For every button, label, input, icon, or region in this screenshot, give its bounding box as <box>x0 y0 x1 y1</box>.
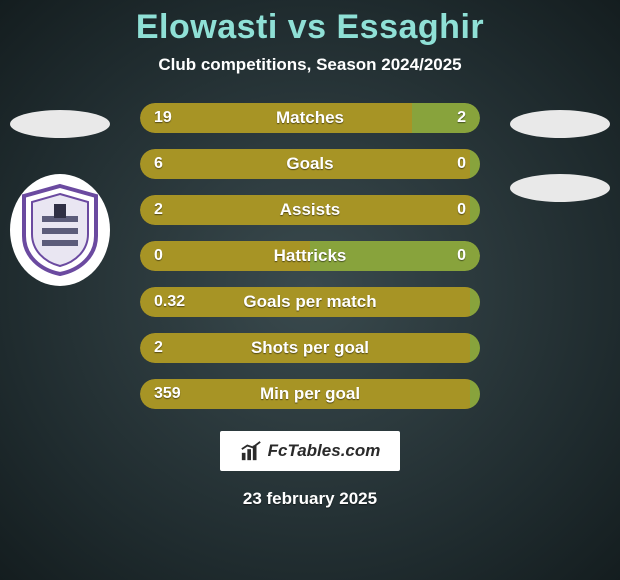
bar-row: 359Min per goal <box>140 379 480 409</box>
bar-row: 2Shots per goal <box>140 333 480 363</box>
player-ellipse-icon <box>510 174 610 202</box>
subtitle: Club competitions, Season 2024/2025 <box>0 55 620 75</box>
bar-row: 20Assists <box>140 195 480 225</box>
date-line: 23 february 2025 <box>0 489 620 509</box>
comparison-bars: 192Matches 60Goals 20Assists 00Hattricks 0.3… <box>140 103 480 409</box>
page-title: Elowasti vs Essaghir <box>0 0 620 47</box>
player-ellipse-icon <box>510 110 610 138</box>
bar-label: Matches <box>140 103 480 133</box>
bar-row: 00Hattricks <box>140 241 480 271</box>
right-player-badges <box>510 110 610 202</box>
bar-row: 60Goals <box>140 149 480 179</box>
bar-label: Shots per goal <box>140 333 480 363</box>
brand-logo: FcTables.com <box>220 431 400 471</box>
bar-row: 0.32Goals per match <box>140 287 480 317</box>
bar-label: Assists <box>140 195 480 225</box>
left-player-badges <box>10 110 110 286</box>
player-ellipse-icon <box>10 110 110 138</box>
bar-label: Hattricks <box>140 241 480 271</box>
bar-label: Goals <box>140 149 480 179</box>
brand-text: FcTables.com <box>268 441 381 461</box>
bar-label: Goals per match <box>140 287 480 317</box>
club-badge-icon <box>10 174 110 286</box>
chart-icon <box>240 440 262 462</box>
bar-label: Min per goal <box>140 379 480 409</box>
bar-row: 192Matches <box>140 103 480 133</box>
